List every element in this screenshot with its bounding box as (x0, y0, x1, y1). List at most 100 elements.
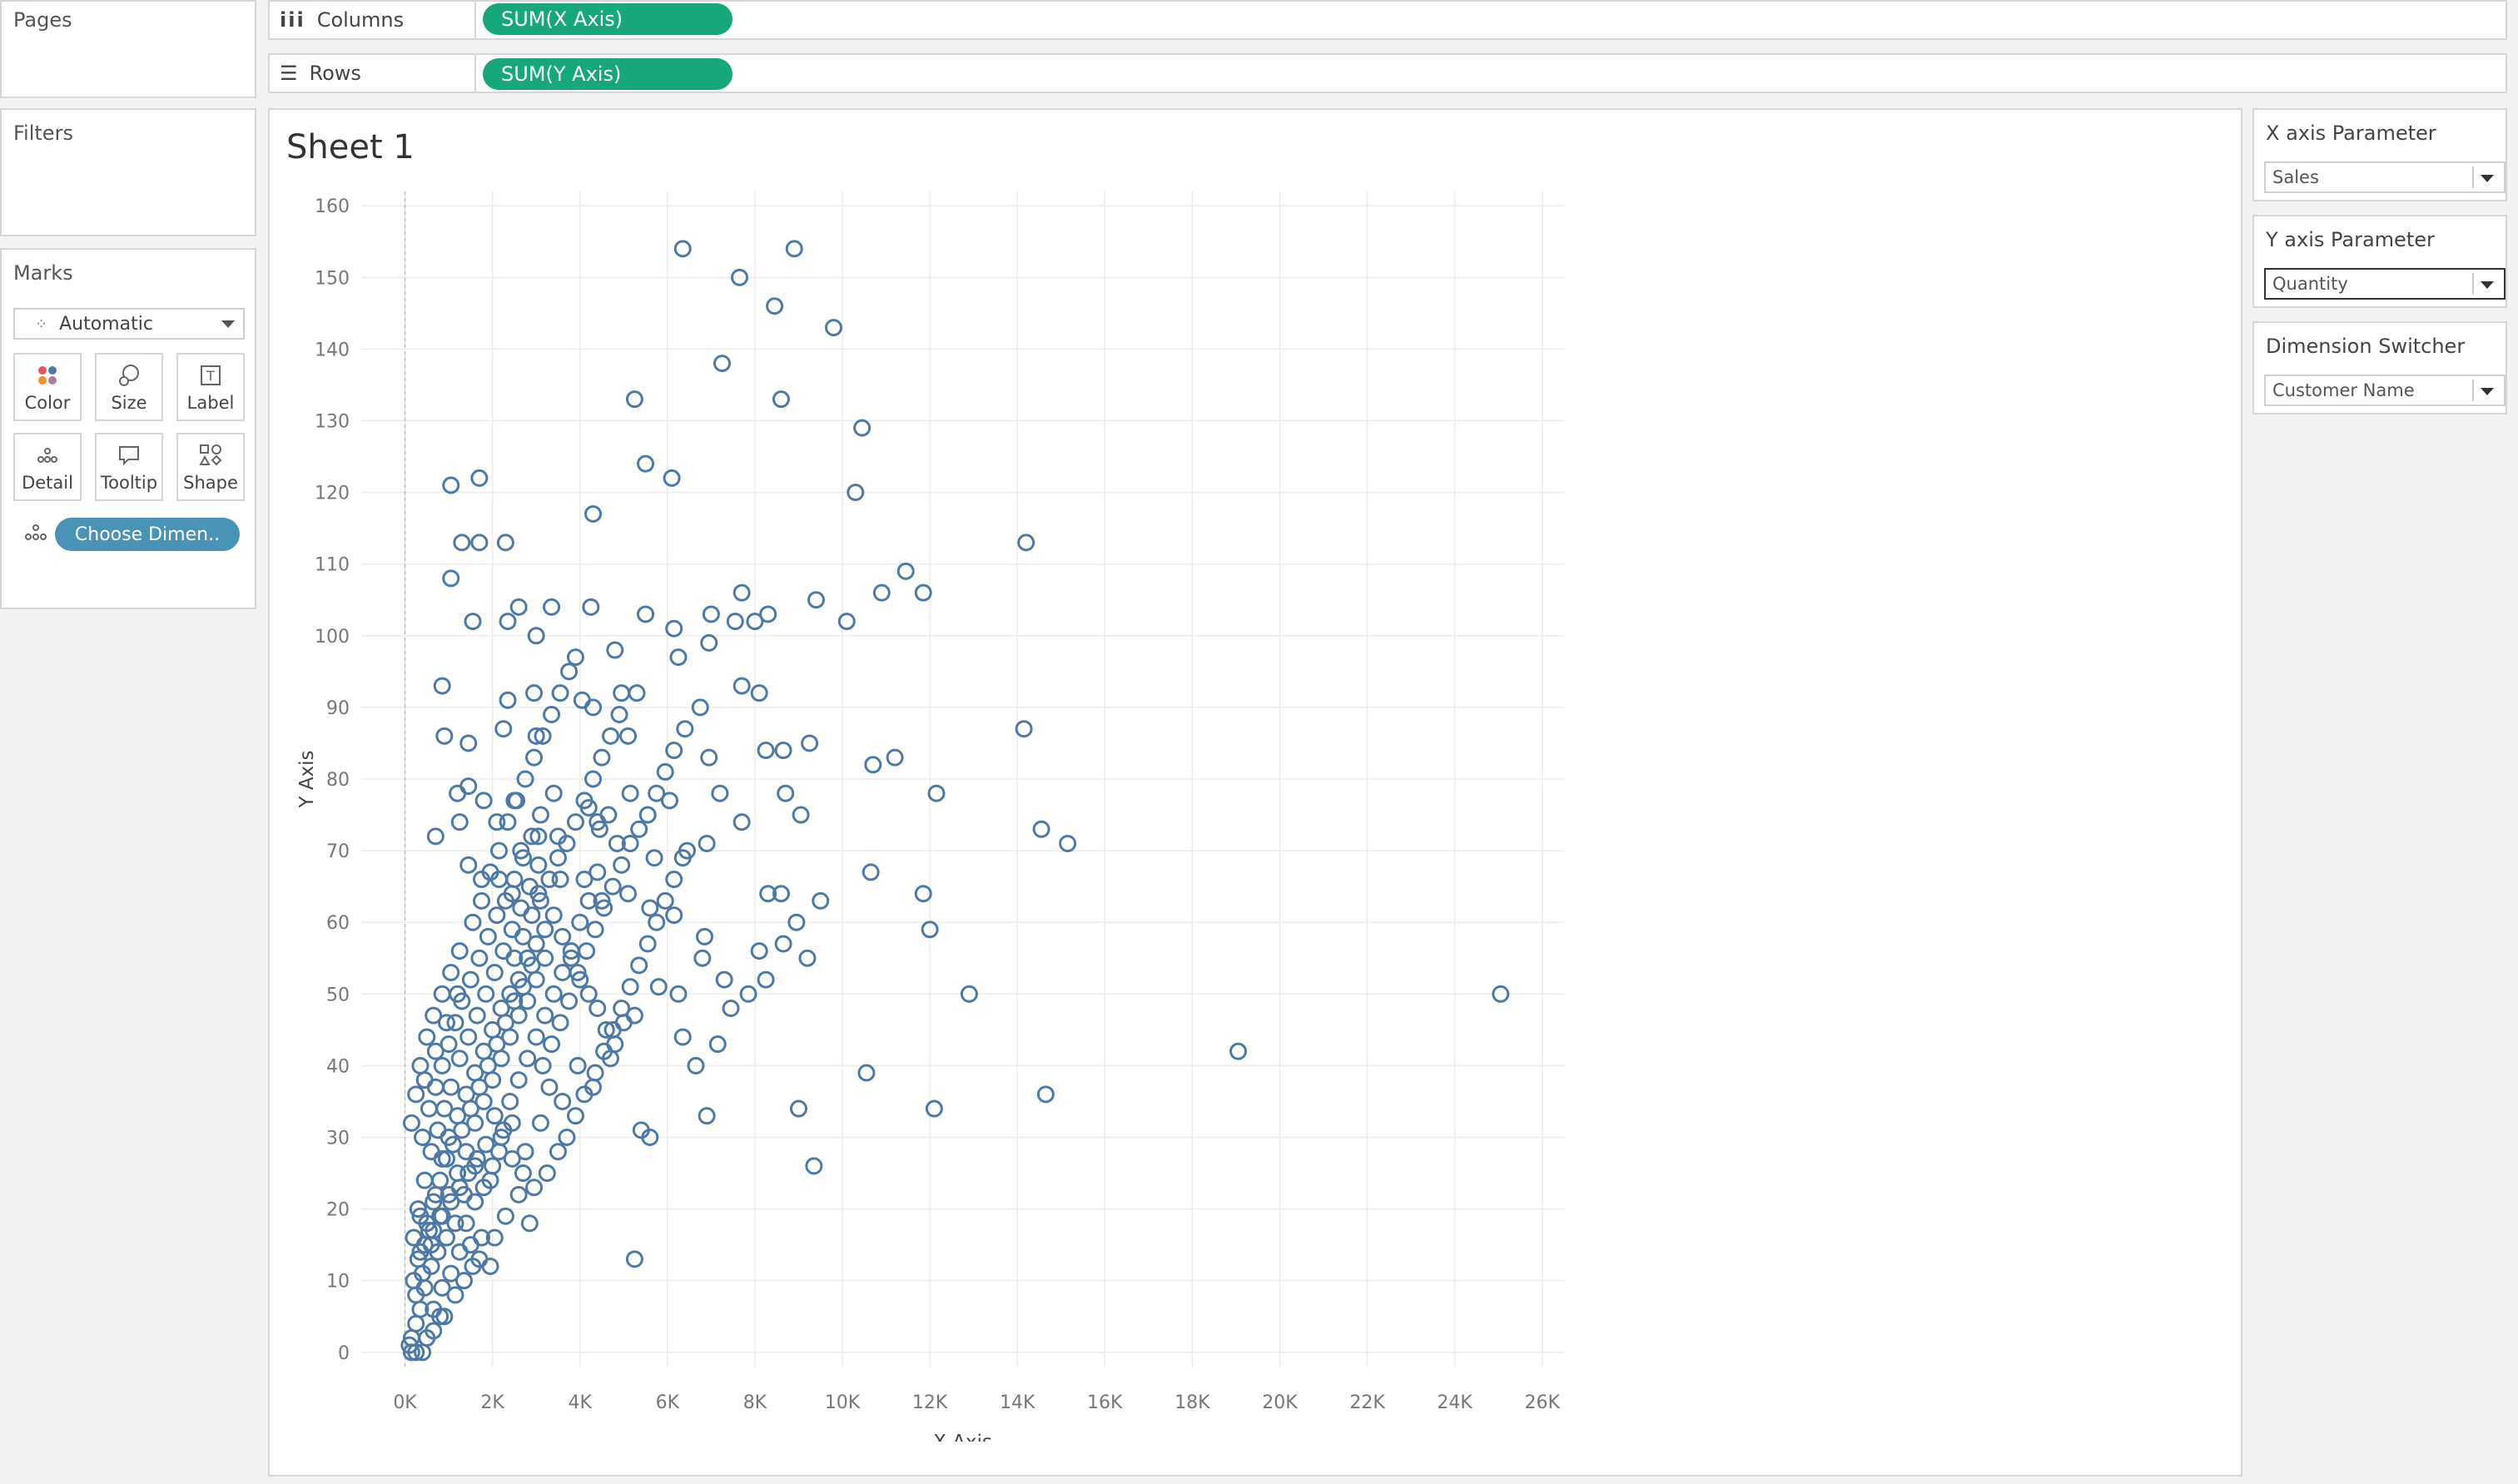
data-point[interactable] (578, 942, 596, 960)
data-point[interactable] (613, 1000, 631, 1018)
data-point[interactable] (733, 583, 751, 602)
data-point[interactable] (512, 841, 530, 860)
data-point[interactable] (544, 906, 563, 925)
data-point[interactable] (464, 913, 482, 931)
data-point[interactable] (523, 906, 541, 925)
data-point[interactable] (435, 1308, 454, 1326)
data-point[interactable] (560, 992, 579, 1010)
data-point[interactable] (774, 935, 792, 953)
data-point[interactable] (459, 777, 478, 796)
data-point[interactable] (777, 784, 795, 802)
data-point[interactable] (549, 849, 567, 867)
data-point[interactable] (496, 1207, 514, 1225)
columns-pill[interactable]: SUM(X Axis) (483, 3, 733, 35)
data-point[interactable] (630, 956, 648, 975)
data-point[interactable] (673, 849, 692, 867)
data-point[interactable] (544, 784, 563, 802)
data-point[interactable] (641, 1128, 659, 1146)
data-point[interactable] (663, 469, 681, 487)
data-point[interactable] (433, 677, 451, 695)
data-point[interactable] (426, 1078, 444, 1096)
data-point[interactable] (407, 1286, 425, 1304)
data-point[interactable] (525, 748, 544, 767)
data-point[interactable] (857, 1064, 876, 1082)
data-point[interactable] (1059, 834, 1077, 852)
data-point[interactable] (649, 978, 668, 996)
data-point[interactable] (425, 1221, 443, 1239)
data-point[interactable] (531, 806, 549, 824)
data-point[interactable] (554, 963, 572, 981)
data-point[interactable] (708, 1035, 727, 1054)
data-point[interactable] (459, 856, 478, 874)
data-point[interactable] (459, 1164, 478, 1183)
data-point[interactable] (409, 1250, 427, 1268)
data-point[interactable] (566, 813, 584, 831)
data-point[interactable] (516, 1143, 534, 1161)
data-point[interactable] (499, 691, 517, 709)
data-point[interactable] (665, 742, 683, 760)
data-point[interactable] (519, 992, 537, 1010)
data-point[interactable] (450, 813, 469, 831)
data-point[interactable] (425, 1193, 443, 1211)
data-point[interactable] (551, 1014, 569, 1032)
data-point[interactable] (562, 949, 580, 967)
data-point[interactable] (481, 863, 499, 881)
data-point[interactable] (1032, 820, 1050, 838)
data-point[interactable] (450, 1179, 469, 1197)
data-point[interactable] (792, 806, 810, 824)
data-point[interactable] (496, 534, 514, 552)
data-point[interactable] (551, 871, 569, 889)
data-point[interactable] (599, 806, 618, 824)
data-point[interactable] (562, 942, 580, 960)
data-point[interactable] (914, 885, 932, 903)
data-point[interactable] (560, 663, 579, 681)
data-point[interactable] (921, 921, 939, 939)
data-point[interactable] (872, 583, 891, 602)
dimension-switcher-select[interactable]: Customer Name (2264, 375, 2506, 406)
data-point[interactable] (812, 891, 830, 910)
data-point[interactable] (444, 1135, 462, 1154)
data-point[interactable] (595, 899, 613, 917)
data-point[interactable] (641, 899, 659, 917)
data-point[interactable] (429, 1121, 447, 1139)
data-point[interactable] (411, 1207, 430, 1225)
data-point[interactable] (619, 727, 638, 745)
data-point[interactable] (520, 1214, 539, 1233)
data-point[interactable] (501, 1028, 519, 1046)
data-point[interactable] (569, 1056, 587, 1075)
data-point[interactable] (477, 985, 495, 1003)
data-point[interactable] (415, 1071, 434, 1089)
data-point[interactable] (527, 727, 545, 745)
data-point[interactable] (538, 1164, 556, 1183)
data-point[interactable] (558, 834, 576, 852)
data-point[interactable] (426, 1042, 444, 1060)
data-point[interactable] (479, 927, 497, 945)
data-point[interactable] (766, 297, 784, 315)
data-point[interactable] (746, 613, 764, 631)
data-point[interactable] (527, 627, 545, 645)
data-point[interactable] (787, 913, 806, 931)
data-point[interactable] (853, 419, 872, 437)
data-point[interactable] (584, 770, 602, 788)
data-point[interactable] (514, 927, 532, 945)
data-point[interactable] (554, 927, 572, 945)
data-point[interactable] (402, 1114, 420, 1132)
data-point[interactable] (733, 813, 751, 831)
data-point[interactable] (862, 863, 880, 881)
data-point[interactable] (484, 1071, 502, 1089)
data-point[interactable] (700, 748, 718, 767)
data-point[interactable] (571, 913, 589, 931)
data-point[interactable] (454, 1272, 473, 1290)
data-point[interactable] (494, 942, 513, 960)
rows-pill[interactable]: SUM(Y Axis) (483, 58, 733, 90)
data-point[interactable] (886, 748, 904, 767)
data-point[interactable] (485, 1107, 504, 1125)
data-point[interactable] (628, 684, 646, 702)
data-point[interactable] (619, 885, 638, 903)
data-point[interactable] (509, 1006, 528, 1025)
data-point[interactable] (656, 891, 674, 910)
detail-button[interactable]: Detail (13, 433, 82, 501)
data-point[interactable] (509, 1185, 528, 1204)
mark-type-dropdown[interactable]: ⁘ Automatic (13, 308, 245, 340)
data-point[interactable] (474, 1092, 493, 1110)
